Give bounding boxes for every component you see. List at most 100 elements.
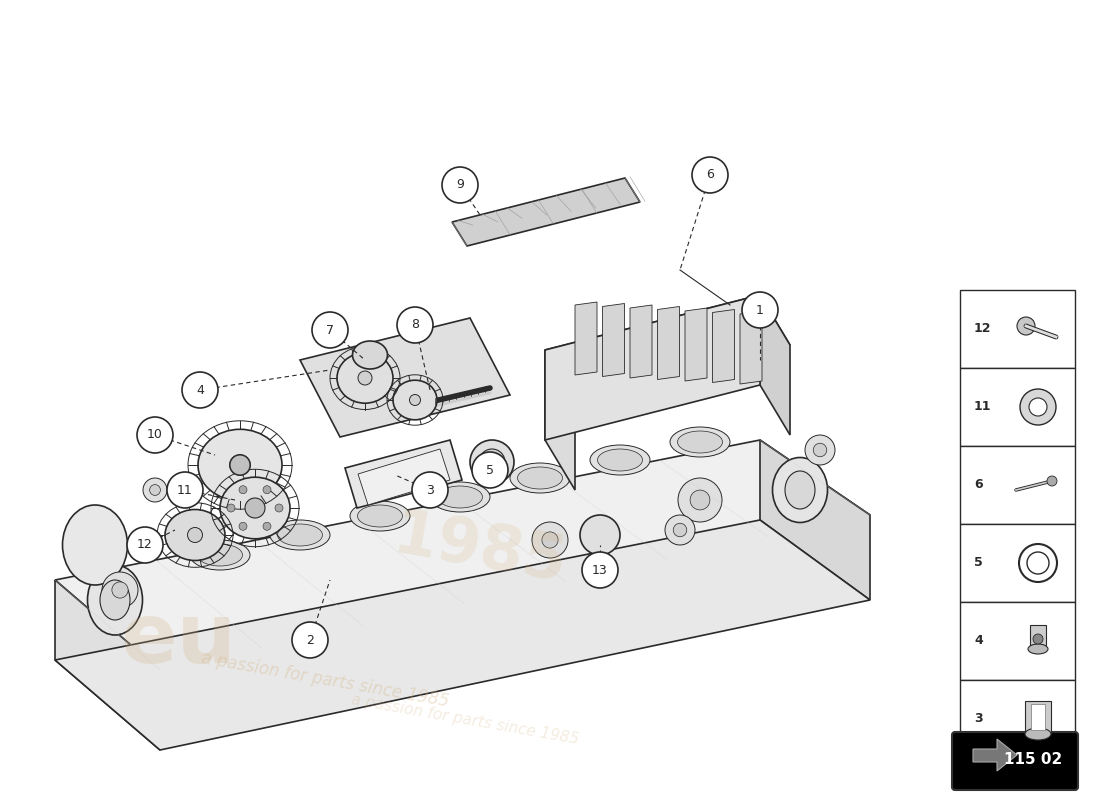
Ellipse shape [270, 520, 330, 550]
Circle shape [245, 498, 265, 518]
Polygon shape [575, 302, 597, 375]
Ellipse shape [772, 458, 827, 522]
Ellipse shape [198, 430, 282, 501]
Text: 12: 12 [138, 538, 153, 551]
Circle shape [112, 582, 128, 598]
Circle shape [1047, 476, 1057, 486]
Circle shape [312, 312, 348, 348]
Polygon shape [55, 580, 160, 750]
Ellipse shape [517, 467, 562, 489]
Ellipse shape [785, 471, 815, 509]
Circle shape [227, 504, 235, 512]
Polygon shape [760, 440, 870, 600]
Circle shape [666, 515, 695, 545]
Polygon shape [55, 520, 870, 750]
Ellipse shape [430, 482, 490, 512]
Ellipse shape [678, 431, 723, 453]
Polygon shape [544, 350, 575, 490]
Polygon shape [713, 310, 735, 382]
Text: a passion for parts since 1985: a passion for parts since 1985 [200, 650, 450, 710]
Polygon shape [685, 308, 707, 381]
Text: 8: 8 [411, 318, 419, 331]
Ellipse shape [670, 427, 730, 457]
Circle shape [442, 167, 478, 203]
Bar [960, 680, 1075, 758]
Text: 6: 6 [706, 169, 714, 182]
Bar [960, 602, 1075, 680]
Circle shape [239, 486, 248, 494]
Polygon shape [740, 311, 762, 384]
Ellipse shape [100, 580, 130, 620]
Circle shape [409, 394, 420, 406]
Bar [960, 446, 1075, 524]
Text: 3: 3 [974, 713, 982, 726]
Ellipse shape [198, 544, 242, 566]
Ellipse shape [165, 510, 226, 561]
Text: 9: 9 [456, 178, 464, 191]
Polygon shape [345, 440, 462, 508]
Circle shape [275, 504, 283, 512]
Circle shape [1027, 552, 1049, 574]
Text: 6: 6 [974, 478, 982, 491]
Circle shape [167, 472, 204, 508]
Ellipse shape [1025, 728, 1050, 740]
Circle shape [187, 527, 202, 542]
Circle shape [263, 522, 271, 530]
Polygon shape [544, 295, 790, 400]
Circle shape [230, 455, 250, 475]
Text: 1: 1 [756, 303, 763, 317]
Text: 1985: 1985 [389, 506, 571, 594]
Circle shape [690, 490, 710, 510]
Polygon shape [358, 449, 450, 505]
Circle shape [102, 572, 138, 608]
Ellipse shape [190, 540, 250, 570]
Circle shape [1018, 317, 1035, 335]
Circle shape [1028, 398, 1047, 416]
Circle shape [470, 440, 514, 484]
Circle shape [478, 449, 505, 475]
Text: 10: 10 [147, 429, 163, 442]
Circle shape [397, 307, 433, 343]
Circle shape [126, 527, 163, 563]
Polygon shape [55, 440, 870, 670]
Circle shape [1019, 544, 1057, 582]
Ellipse shape [1028, 644, 1048, 654]
Text: 11: 11 [974, 401, 991, 414]
Polygon shape [760, 295, 790, 435]
FancyBboxPatch shape [952, 732, 1078, 790]
Circle shape [692, 157, 728, 193]
Ellipse shape [337, 353, 393, 403]
Ellipse shape [220, 477, 290, 539]
Ellipse shape [358, 505, 403, 527]
Polygon shape [630, 305, 652, 378]
Circle shape [150, 485, 161, 495]
Text: 4: 4 [196, 383, 204, 397]
Circle shape [138, 417, 173, 453]
Bar [960, 524, 1075, 602]
Circle shape [292, 622, 328, 658]
Ellipse shape [597, 449, 642, 471]
Circle shape [813, 443, 827, 457]
Text: 12: 12 [974, 322, 991, 335]
Text: 7: 7 [326, 323, 334, 337]
Ellipse shape [510, 463, 570, 493]
Ellipse shape [350, 501, 410, 531]
Text: 11: 11 [177, 483, 192, 497]
Ellipse shape [590, 445, 650, 475]
Circle shape [230, 454, 251, 475]
Polygon shape [300, 318, 510, 437]
Ellipse shape [277, 524, 322, 546]
Circle shape [742, 292, 778, 328]
Circle shape [263, 486, 271, 494]
Circle shape [412, 472, 448, 508]
Circle shape [532, 522, 568, 558]
Text: a passion for parts since 1985: a passion for parts since 1985 [350, 693, 580, 747]
Ellipse shape [63, 505, 128, 585]
Circle shape [582, 552, 618, 588]
Polygon shape [658, 306, 680, 379]
Ellipse shape [393, 380, 437, 420]
Circle shape [678, 478, 722, 522]
Circle shape [246, 499, 264, 517]
Circle shape [239, 522, 248, 530]
Circle shape [805, 435, 835, 465]
